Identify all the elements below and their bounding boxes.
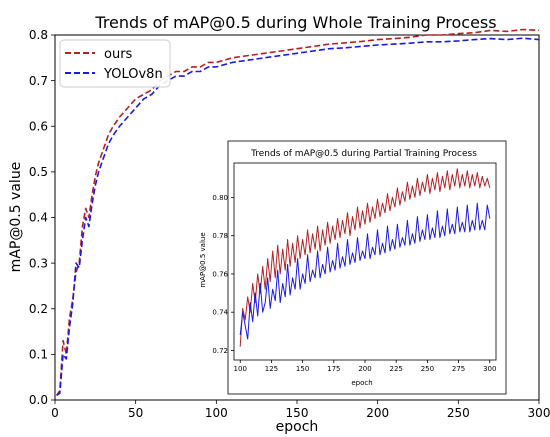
main-x-tick-label: 200 xyxy=(366,406,389,420)
inset-y-tick-label: 0.74 xyxy=(212,309,228,317)
main-x-axis-label: epoch xyxy=(276,419,319,435)
main-series-line-1 xyxy=(56,37,540,397)
inset-x-tick-label: 125 xyxy=(265,365,278,373)
inset-series-line-0 xyxy=(239,168,491,347)
inset-chart-title: Trends of mAP@0.5 during Partial Trainin… xyxy=(250,149,477,159)
main-y-tick-label: 0.3 xyxy=(29,256,48,270)
main-y-axis-label: mAP@0.5 value xyxy=(8,162,24,273)
inset-x-tick-label: 225 xyxy=(390,365,403,373)
main-series-group xyxy=(55,28,540,397)
inset-chart: Trends of mAP@0.5 during Partial Trainin… xyxy=(199,140,507,395)
main-series-line-0 xyxy=(55,28,540,396)
main-x-tick-label: 100 xyxy=(205,406,228,420)
main-y-tick-label: 0.2 xyxy=(29,302,48,316)
inset-x-ticks: 100 125 150 175 200 225 250 275 300 xyxy=(234,360,496,373)
inset-series-group xyxy=(239,168,491,347)
inset-y-ticks: 0.72 0.74 0.76 0.78 0.80 xyxy=(212,194,234,355)
inset-y-axis-label: mAP@0.5 value xyxy=(199,232,207,287)
inset-series-line-1 xyxy=(239,202,491,340)
inset-x-tick-label: 200 xyxy=(358,365,371,373)
inset-y-tick-label: 0.80 xyxy=(212,194,228,202)
main-x-tick-label: 250 xyxy=(447,406,470,420)
inset-y-tick-label: 0.76 xyxy=(212,270,228,278)
main-x-tick-label: 300 xyxy=(528,406,550,420)
main-y-tick-label: 0.4 xyxy=(29,211,48,225)
main-y-tick-label: 0.8 xyxy=(29,28,48,42)
main-chart-title: Trends of mAP@0.5 during Whole Training … xyxy=(94,13,496,32)
inset-y-tick-label: 0.78 xyxy=(212,232,228,240)
inset-x-tick-label: 275 xyxy=(452,365,465,373)
legend-label-ours: ours xyxy=(104,47,133,62)
inset-x-tick-label: 300 xyxy=(483,365,496,373)
inset-x-tick-label: 250 xyxy=(421,365,434,373)
main-x-tick-label: 0 xyxy=(51,406,59,420)
inset-x-tick-label: 100 xyxy=(234,365,247,373)
main-y-tick-label: 0.7 xyxy=(29,74,48,88)
main-x-ticks: 0 50 100 150 200 250 300 xyxy=(51,400,550,420)
main-x-tick-label: 150 xyxy=(286,406,309,420)
legend-box xyxy=(59,39,171,88)
inset-panel xyxy=(227,140,507,395)
main-x-tick-label: 50 xyxy=(128,406,143,420)
inset-x-tick-label: 150 xyxy=(296,365,309,373)
main-y-ticks: 0.0 0.1 0.2 0.3 0.4 0.5 0.6 0.7 0.8 xyxy=(29,28,55,407)
inset-x-axis-label: epoch xyxy=(351,379,372,387)
main-y-tick-label: 0.1 xyxy=(29,348,48,362)
legend-label-yolov8n: YOLOv8n xyxy=(103,67,163,82)
main-chart: Trends of mAP@0.5 during Whole Training … xyxy=(8,13,550,435)
inset-y-tick-label: 0.72 xyxy=(212,347,228,355)
main-y-tick-label: 0.6 xyxy=(29,119,48,133)
legend: ours YOLOv8n xyxy=(59,39,171,88)
main-y-tick-label: 0.0 xyxy=(29,393,48,407)
inset-x-tick-label: 175 xyxy=(327,365,340,373)
main-y-tick-label: 0.5 xyxy=(29,165,48,179)
